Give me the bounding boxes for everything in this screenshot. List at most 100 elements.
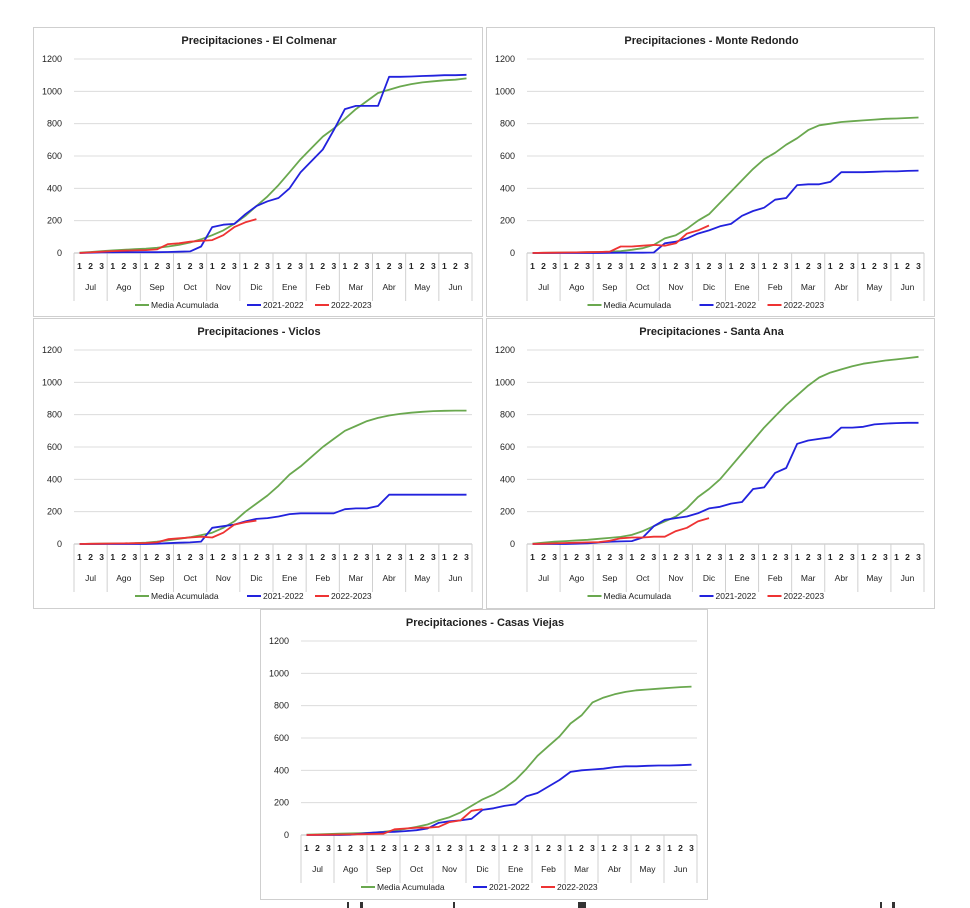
decade-tick-label: 1 xyxy=(177,261,182,271)
decade-tick-label: 1 xyxy=(762,552,767,562)
decade-tick-label: 3 xyxy=(656,843,661,853)
decade-tick-label: 1 xyxy=(861,552,866,562)
decade-tick-label: 2 xyxy=(541,261,546,271)
decade-tick-label: 2 xyxy=(645,843,650,853)
decade-tick-label: 2 xyxy=(420,552,425,562)
decade-tick-label: 3 xyxy=(651,552,656,562)
decade-tick-label: 1 xyxy=(563,261,568,271)
decade-tick-label: 3 xyxy=(199,261,204,271)
decade-tick-label: 1 xyxy=(535,843,540,853)
legend-item: 2021-2022 xyxy=(699,300,756,310)
y-tick-label: 1200 xyxy=(495,345,515,355)
decade-tick-label: 3 xyxy=(199,552,204,562)
decade-tick-label: 3 xyxy=(590,843,595,853)
decade-tick-label: 1 xyxy=(469,843,474,853)
legend-label: Media Acumulada xyxy=(604,300,672,310)
decade-tick-label: 2 xyxy=(414,843,419,853)
decade-tick-label: 2 xyxy=(839,261,844,271)
decade-tick-label: 2 xyxy=(155,552,160,562)
decade-tick-label: 2 xyxy=(513,843,518,853)
decade-tick-label: 3 xyxy=(365,552,370,562)
decade-tick-label: 2 xyxy=(872,261,877,271)
y-tick-label: 200 xyxy=(47,216,62,226)
decade-tick-label: 1 xyxy=(795,552,800,562)
decade-tick-label: 1 xyxy=(110,552,115,562)
decade-tick-label: 2 xyxy=(354,261,359,271)
legend-label: Media Acumulada xyxy=(151,591,219,601)
month-tick-label: Sep xyxy=(602,282,617,292)
series-line-2022-2023 xyxy=(306,808,483,836)
month-tick-label: Sep xyxy=(149,573,164,583)
decade-tick-label: 1 xyxy=(662,261,667,271)
decade-tick-label: 1 xyxy=(409,552,414,562)
legend-item: 2021-2022 xyxy=(699,591,756,601)
chart-panel-el-colmenar: Precipitaciones - El Colmenar 0 200 400 600 8… xyxy=(33,27,483,317)
decade-tick-label: 1 xyxy=(667,843,672,853)
decade-tick-label: 3 xyxy=(232,261,237,271)
month-tick-label: Oct xyxy=(183,282,197,292)
decade-tick-label: 2 xyxy=(574,552,579,562)
month-tick-label: Jun xyxy=(901,573,915,583)
decade-tick-label: 3 xyxy=(166,552,171,562)
decade-tick-label: 2 xyxy=(579,843,584,853)
decade-tick-label: 3 xyxy=(265,552,270,562)
month-tick-label: May xyxy=(639,864,656,874)
decade-tick-label: 3 xyxy=(623,843,628,853)
decade-tick-label: 1 xyxy=(530,552,535,562)
decade-tick-label: 3 xyxy=(916,261,921,271)
legend-item: Media Acumulada xyxy=(135,591,219,601)
legend-label: Media Acumulada xyxy=(604,591,672,601)
legend-item: Media Acumulada xyxy=(587,591,672,601)
decade-tick-label: 1 xyxy=(696,552,701,562)
decade-tick-label: 2 xyxy=(674,261,679,271)
chart-title: Precipitaciones - Viclos xyxy=(197,326,320,338)
decade-tick-label: 1 xyxy=(530,261,535,271)
decade-tick-label: 1 xyxy=(596,261,601,271)
month-tick-label: May xyxy=(866,282,883,292)
legend-label: 2021-2022 xyxy=(263,300,304,310)
month-tick-label: Feb xyxy=(768,282,783,292)
series-line-media-acumulada xyxy=(532,116,919,254)
decade-tick-label: 3 xyxy=(298,261,303,271)
decade-tick-label: 1 xyxy=(143,552,148,562)
decade-tick-label: 1 xyxy=(409,261,414,271)
decade-tick-label: 2 xyxy=(640,552,645,562)
decade-tick-label: 3 xyxy=(850,261,855,271)
decade-tick-label: 3 xyxy=(751,552,756,562)
decade-tick-label: 3 xyxy=(464,261,469,271)
month-tick-label: Feb xyxy=(541,864,556,874)
series-line-2022-2023 xyxy=(79,218,257,254)
decade-tick-label: 3 xyxy=(718,552,723,562)
y-tick-label: 600 xyxy=(47,151,62,161)
legend-label: 2022-2023 xyxy=(784,591,825,601)
decade-tick-label: 3 xyxy=(685,261,690,271)
decade-tick-label: 1 xyxy=(376,552,381,562)
decade-tick-label: 1 xyxy=(629,261,634,271)
legend-item: 2021-2022 xyxy=(247,300,304,310)
decade-tick-label: 2 xyxy=(155,261,160,271)
decade-tick-label: 2 xyxy=(387,552,392,562)
y-tick-label: 1000 xyxy=(42,86,62,96)
decade-tick-label: 1 xyxy=(442,261,447,271)
month-tick-label: Dic xyxy=(703,573,716,583)
series-line-2021-2022 xyxy=(532,169,919,254)
decade-tick-label: 2 xyxy=(221,261,226,271)
decade-tick-label: 2 xyxy=(320,261,325,271)
decade-tick-label: 2 xyxy=(707,261,712,271)
y-tick-label: 1000 xyxy=(42,377,62,387)
decade-tick-label: 2 xyxy=(640,261,645,271)
chart-svg: Precipitaciones - Santa Ana 0 200 400 600 800… xyxy=(495,326,925,601)
month-tick-label: Jul xyxy=(85,573,96,583)
decade-tick-label: 3 xyxy=(552,261,557,271)
month-tick-label: Abr xyxy=(608,864,621,874)
decade-tick-label: 1 xyxy=(568,843,573,853)
y-tick-label: 0 xyxy=(510,248,515,258)
decade-tick-label: 3 xyxy=(718,261,723,271)
decade-tick-label: 2 xyxy=(387,261,392,271)
month-tick-label: Sep xyxy=(149,282,164,292)
decade-tick-label: 2 xyxy=(221,552,226,562)
decade-tick-label: 3 xyxy=(685,552,690,562)
decade-tick-label: 2 xyxy=(678,843,683,853)
month-tick-label: Jul xyxy=(312,864,323,874)
series-line-2022-2023 xyxy=(532,517,710,545)
